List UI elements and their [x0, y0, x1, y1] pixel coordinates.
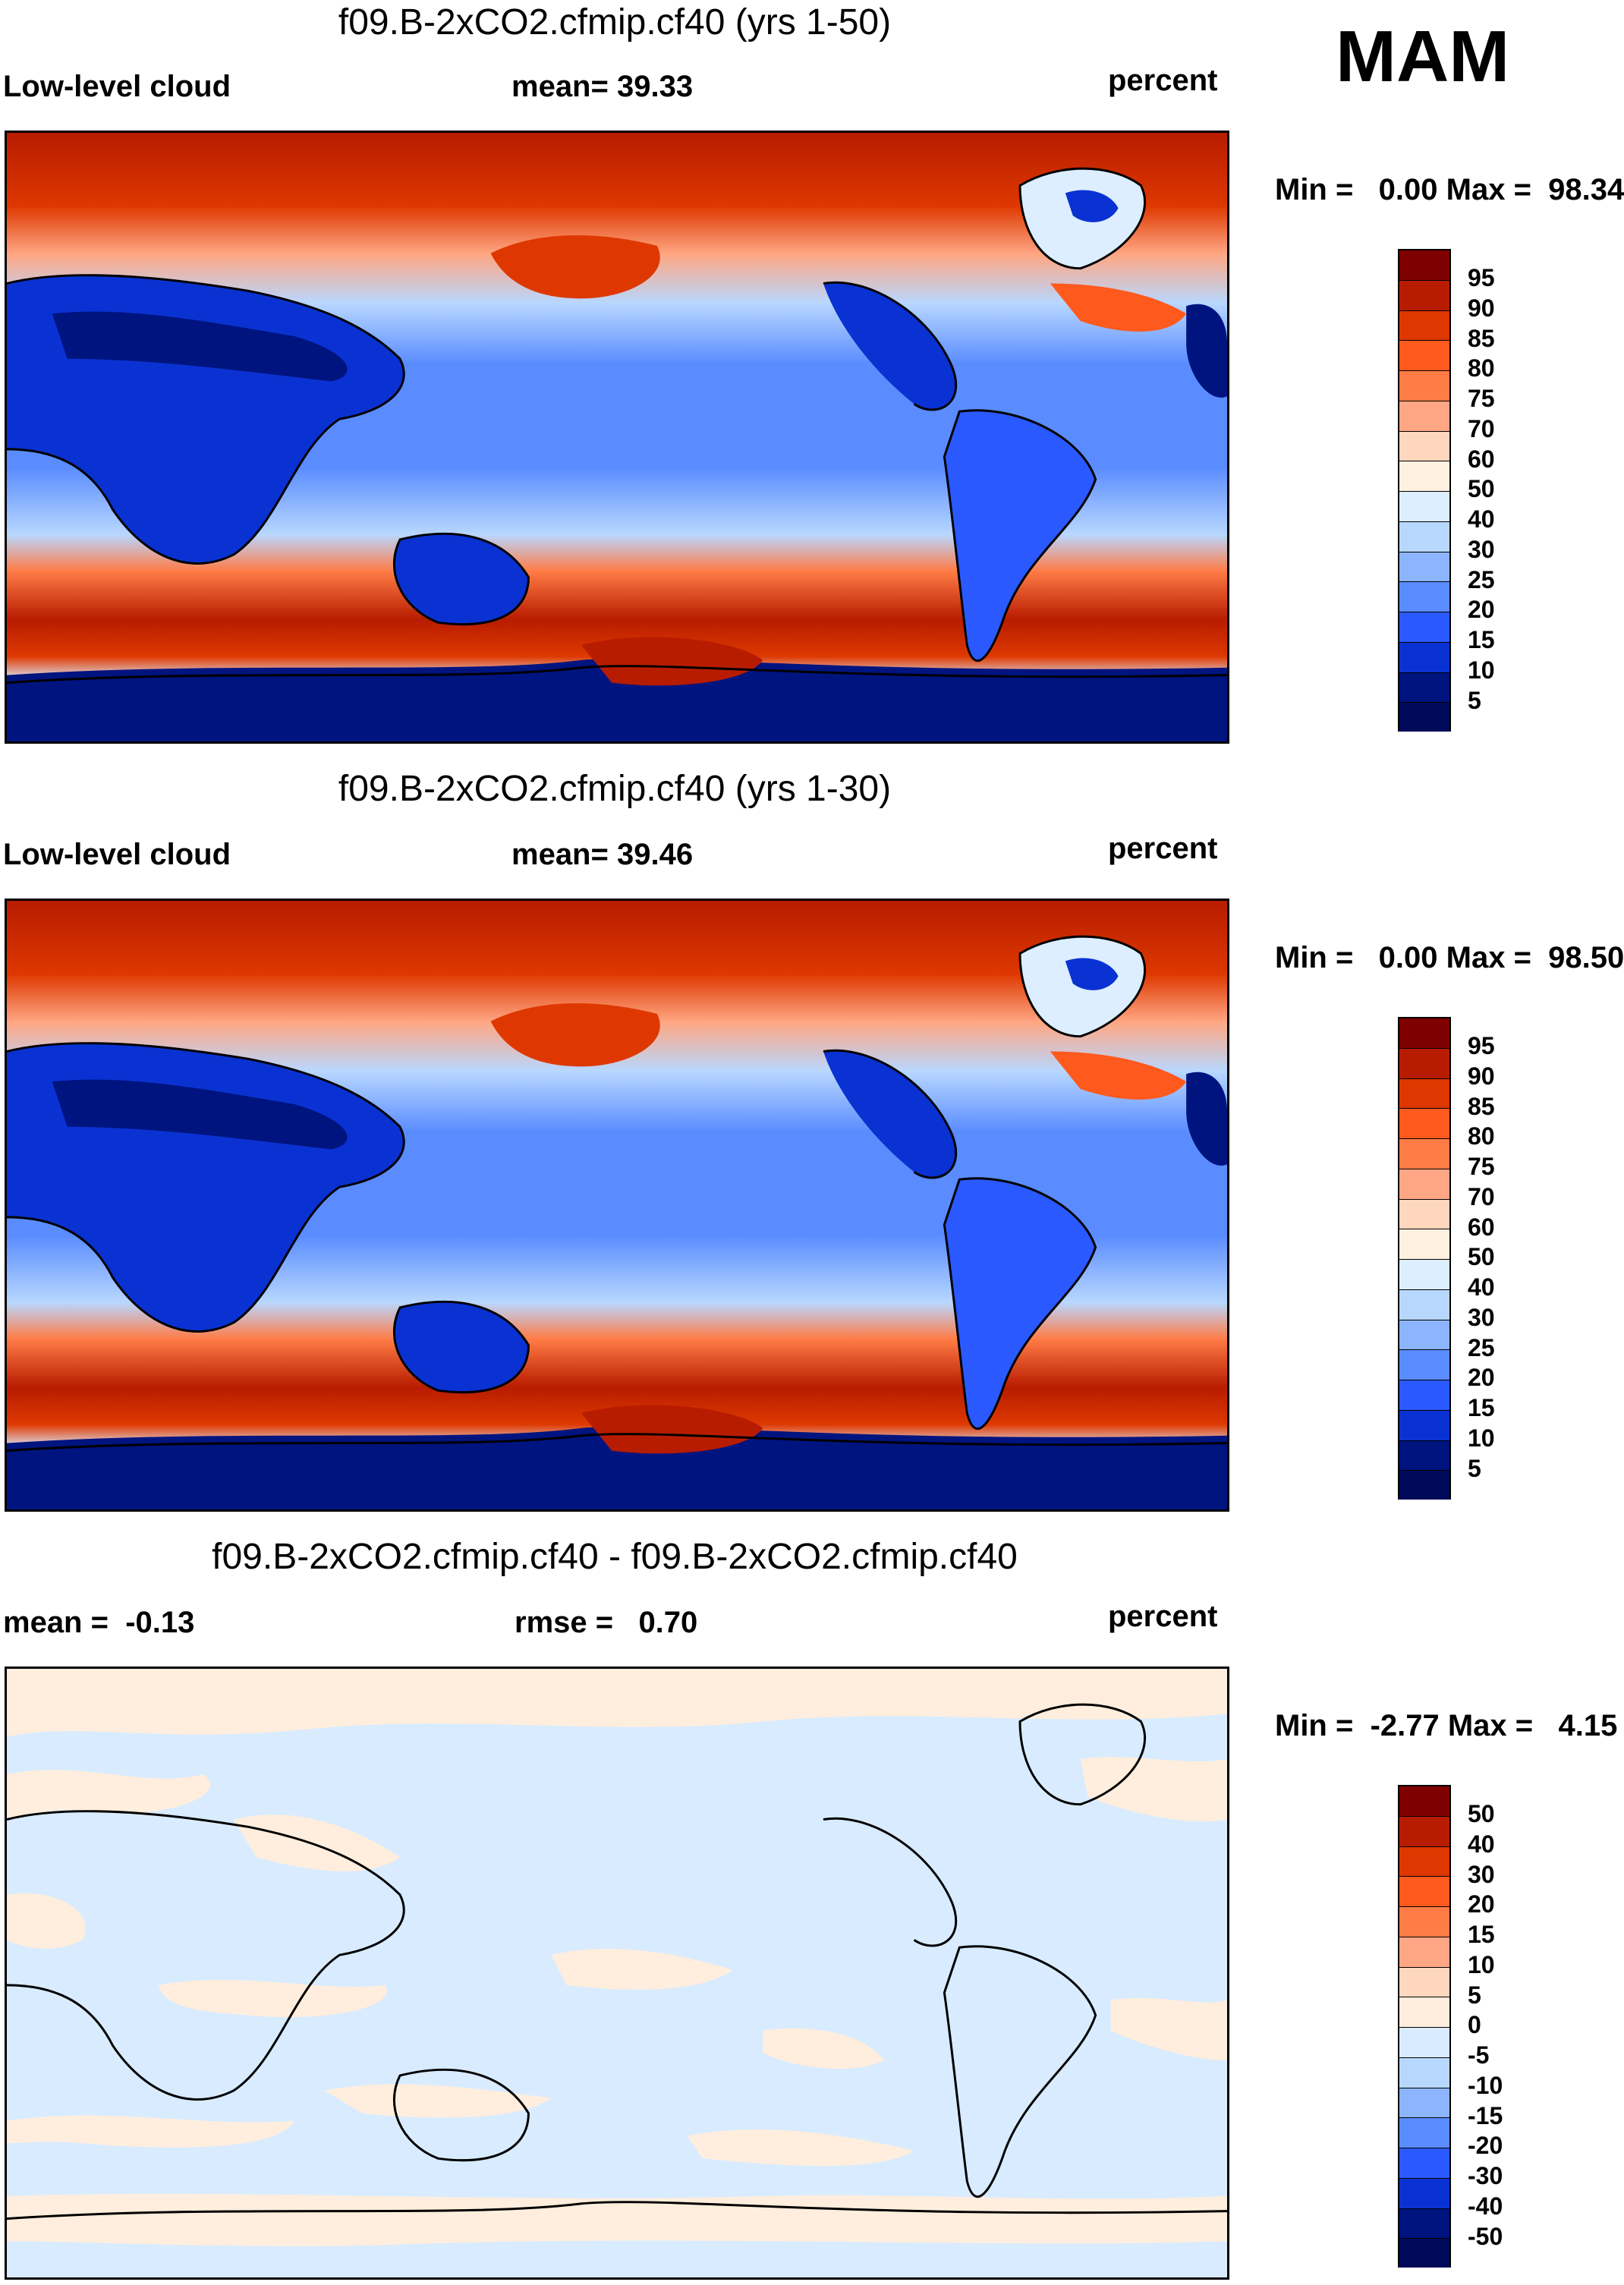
colorbar-tick: -15 — [1468, 2102, 1503, 2129]
panel2-minmax-label: Min = 0.00 Max = 98.50 — [1275, 941, 1624, 974]
colorbar-tick: 25 — [1468, 566, 1495, 593]
colorbar-tick: 10 — [1468, 656, 1495, 684]
colorbar-tick: 40 — [1468, 1273, 1495, 1301]
colorbar-tick: 15 — [1468, 626, 1495, 653]
colorbar-tick: -20 — [1468, 2132, 1503, 2159]
panel2-title: f09.B-2xCO2.cfmip.cf40 (yrs 1-30) — [338, 769, 892, 809]
colorbar-tick: -30 — [1468, 2162, 1503, 2189]
colorbar-tick: 30 — [1468, 1304, 1495, 1331]
panel1-mean-label: mean= 39.33 — [511, 70, 694, 103]
colorbar-tick: 90 — [1468, 294, 1495, 322]
colorbar-tick: 20 — [1468, 1890, 1495, 1918]
panel2-variable-label: Low-level cloud — [3, 838, 231, 871]
colorbar-tick: 75 — [1468, 385, 1495, 412]
panel3-units-label: percent — [1108, 1600, 1218, 1633]
panel2-mean-label: mean= 39.46 — [511, 838, 694, 871]
colorbar-tick: 0 — [1468, 2011, 1481, 2038]
colorbar-tick: 50 — [1468, 1243, 1495, 1270]
colorbar-tick: 60 — [1468, 445, 1495, 473]
colorbar-tick: 75 — [1468, 1153, 1495, 1180]
colorbar-tick: -50 — [1468, 2223, 1503, 2250]
colorbar-tick: 50 — [1468, 1800, 1495, 1827]
panel1-units-label: percent — [1108, 64, 1218, 97]
colorbar-tick: 50 — [1468, 475, 1495, 502]
colorbar-tick: 40 — [1468, 505, 1495, 533]
colorbar-tick: 95 — [1468, 264, 1495, 291]
colorbar-tick: -5 — [1468, 2041, 1490, 2069]
colorbar-tick: -40 — [1468, 2192, 1503, 2220]
panel1-minmax-label: Min = 0.00 Max = 98.34 — [1275, 173, 1624, 206]
panel3-map — [5, 1667, 1229, 2280]
colorbar-tick: 15 — [1468, 1921, 1495, 1948]
panel1-variable-label: Low-level cloud — [3, 70, 231, 103]
colorbar-tick: 30 — [1468, 536, 1495, 563]
panel3-colorbar — [1398, 1785, 1451, 2268]
colorbar-tick: 60 — [1468, 1213, 1495, 1241]
panel3-title: f09.B-2xCO2.cfmip.cf40 - f09.B-2xCO2.cfm… — [212, 1537, 1018, 1577]
colorbar-tick: 80 — [1468, 354, 1495, 382]
colorbar-tick: 15 — [1468, 1394, 1495, 1421]
colorbar-tick: 85 — [1468, 1093, 1495, 1120]
colorbar-tick: 10 — [1468, 1951, 1495, 1978]
panel2-map — [5, 899, 1229, 1512]
panel3-rmse-label: rmse = 0.70 — [515, 1606, 698, 1639]
panel3-minmax-label: Min = -2.77 Max = 4.15 — [1275, 1709, 1618, 1742]
season-label: MAM — [1336, 16, 1510, 97]
colorbar-tick: 20 — [1468, 1364, 1495, 1391]
colorbar-tick: 95 — [1468, 1032, 1495, 1059]
colorbar-tick: 30 — [1468, 1861, 1495, 1888]
panel2-units-label: percent — [1108, 832, 1218, 865]
colorbar-tick: -10 — [1468, 2072, 1503, 2099]
colorbar-tick: 5 — [1468, 1455, 1481, 1482]
panel1-colorbar — [1398, 249, 1451, 732]
panel1-map — [5, 131, 1229, 744]
panel3-mean-label: mean = -0.13 — [3, 1606, 195, 1639]
colorbar-tick: 20 — [1468, 596, 1495, 623]
colorbar-tick: 10 — [1468, 1424, 1495, 1452]
colorbar-tick: 70 — [1468, 415, 1495, 442]
panel1-title: f09.B-2xCO2.cfmip.cf40 (yrs 1-50) — [338, 2, 892, 42]
colorbar-tick: 40 — [1468, 1830, 1495, 1858]
panel2-colorbar — [1398, 1017, 1451, 1500]
colorbar-tick: 5 — [1468, 687, 1481, 714]
colorbar-tick: 5 — [1468, 1981, 1481, 2009]
colorbar-tick: 85 — [1468, 325, 1495, 352]
colorbar-tick: 70 — [1468, 1183, 1495, 1210]
colorbar-tick: 25 — [1468, 1334, 1495, 1361]
colorbar-tick: 80 — [1468, 1122, 1495, 1150]
colorbar-tick: 90 — [1468, 1062, 1495, 1090]
